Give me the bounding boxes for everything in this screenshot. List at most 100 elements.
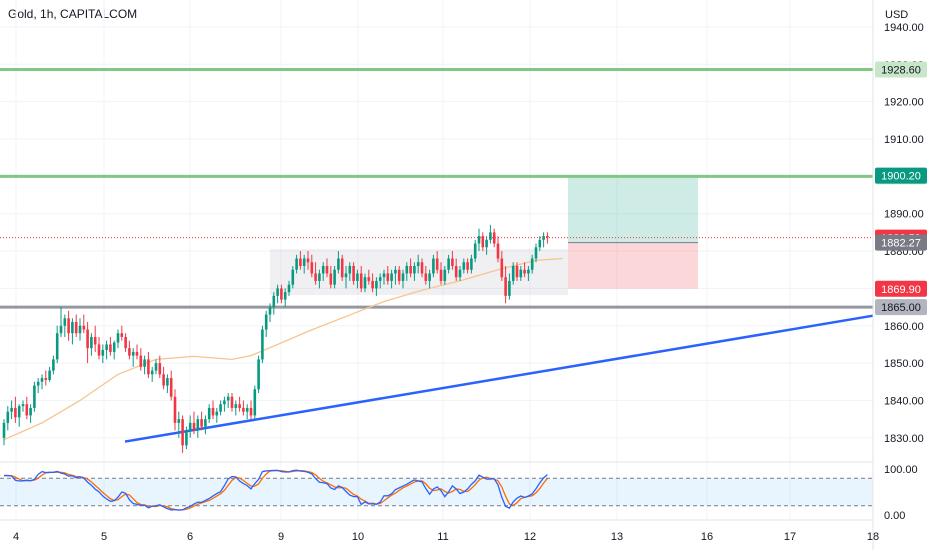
candle — [219, 400, 222, 416]
candle — [90, 333, 93, 356]
profit-zone[interactable] — [568, 176, 698, 243]
candle — [318, 269, 321, 289]
candles-layer — [2, 224, 549, 453]
long-position-tool[interactable] — [568, 176, 698, 289]
candle — [470, 254, 473, 274]
loss-zone[interactable] — [568, 242, 698, 289]
x-tick-label: 6 — [187, 531, 193, 543]
time-axis[interactable]: 4 5 6 9 10 11 12 13 16 17 18 — [0, 519, 879, 543]
candle — [116, 329, 120, 349]
candle — [489, 224, 492, 244]
svg-text:1865.00: 1865.00 — [881, 302, 921, 314]
candle — [496, 236, 500, 263]
candle — [21, 400, 25, 412]
candle — [337, 251, 340, 274]
candle — [519, 265, 523, 281]
candle — [257, 355, 260, 394]
y-tick-label: 1830.00 — [884, 433, 924, 445]
candle — [264, 310, 268, 337]
candle — [223, 396, 226, 412]
price-tag: 1882.27 — [875, 234, 927, 251]
candle — [74, 314, 78, 337]
candle — [523, 262, 526, 278]
candle — [424, 265, 428, 285]
candle — [188, 415, 192, 438]
candle — [135, 344, 139, 360]
candle — [352, 262, 355, 285]
candle — [299, 251, 302, 270]
candle — [242, 400, 245, 416]
candle — [302, 254, 306, 274]
x-tick-label: 13 — [611, 531, 623, 543]
candle — [481, 232, 485, 252]
price-tags: 100.000.001928.601900.001865.001900.2018… — [875, 61, 927, 522]
candle — [386, 265, 390, 285]
candle — [261, 325, 264, 364]
candle — [234, 400, 238, 416]
candle — [112, 340, 116, 360]
candle — [238, 396, 241, 412]
price-tag: 1900.20 — [875, 167, 927, 184]
oscillator-level-label: 100.00 — [884, 464, 918, 476]
candle — [500, 251, 504, 281]
candle — [291, 265, 295, 289]
candle — [200, 411, 203, 431]
svg-text:1928.60: 1928.60 — [881, 64, 921, 76]
candle — [340, 254, 344, 281]
candle — [515, 262, 519, 281]
candle — [101, 344, 105, 364]
candle — [177, 411, 181, 438]
candle — [371, 273, 374, 293]
candle — [466, 258, 469, 274]
candle — [492, 228, 496, 248]
candle — [451, 251, 454, 270]
horizontal-levels[interactable] — [0, 67, 873, 309]
trendline-layer[interactable] — [124, 314, 874, 443]
candle — [230, 393, 234, 412]
candle — [109, 336, 112, 356]
candle — [473, 239, 477, 263]
candle — [420, 258, 424, 278]
candle — [382, 269, 386, 285]
candle — [196, 415, 200, 438]
candle — [458, 265, 462, 281]
candle — [344, 265, 348, 289]
candle — [401, 269, 405, 289]
candle — [477, 228, 481, 252]
candle — [287, 280, 291, 296]
candle — [124, 333, 127, 352]
candle — [527, 265, 530, 281]
candle — [416, 254, 420, 274]
candle — [173, 389, 177, 431]
moving-average-line — [3, 257, 563, 441]
x-tick-label: 9 — [278, 531, 284, 543]
candle — [147, 351, 150, 379]
candle — [150, 366, 154, 382]
candle — [63, 314, 67, 337]
y-tick-label: 1840.00 — [884, 395, 924, 407]
candle — [538, 236, 542, 252]
candle — [356, 269, 359, 289]
stochastic-oscillator-pane — [0, 469, 873, 511]
candle — [71, 318, 74, 345]
candle — [542, 232, 545, 248]
candle — [283, 288, 287, 308]
x-tick-label: 16 — [701, 531, 713, 543]
candle — [215, 407, 219, 423]
candle — [10, 400, 13, 420]
svg-text:1882.27: 1882.27 — [881, 238, 921, 250]
candle — [33, 381, 36, 412]
candle — [143, 355, 146, 375]
candle — [55, 325, 59, 364]
trendline[interactable] — [124, 314, 874, 443]
candle — [280, 284, 283, 304]
oscillator-level-label: 0.00 — [884, 510, 905, 522]
svg-text:1900.20: 1900.20 — [881, 171, 921, 183]
y-tick-label: 1860.00 — [884, 321, 924, 333]
y-tick-label: 1910.00 — [884, 134, 924, 146]
candle — [447, 254, 450, 274]
oscillator-band — [0, 478, 873, 506]
candle — [2, 419, 6, 446]
candle — [36, 378, 40, 394]
